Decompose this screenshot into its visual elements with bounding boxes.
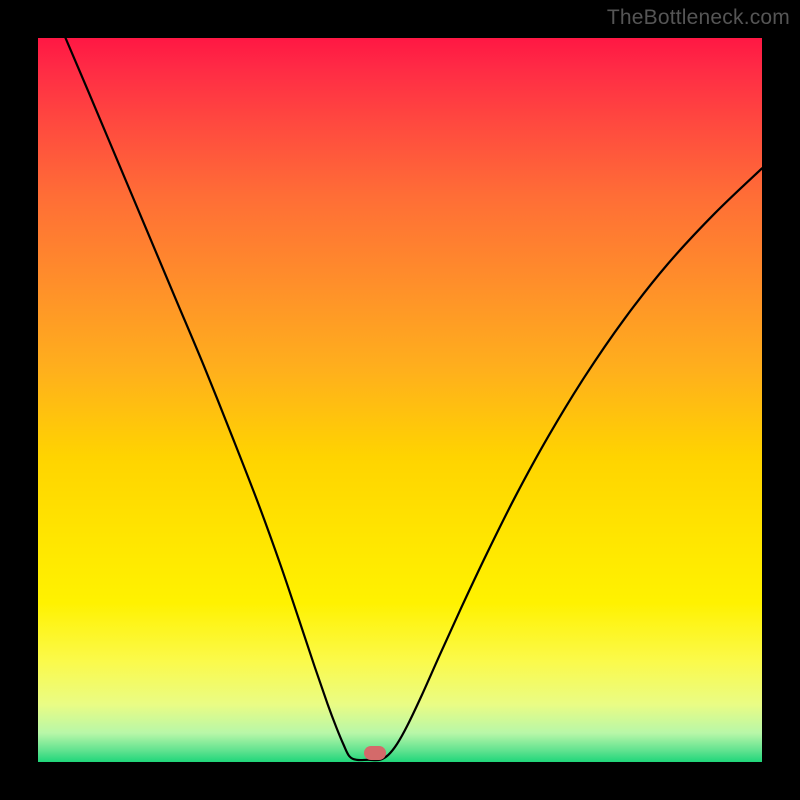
bottleneck-curve xyxy=(38,38,762,762)
watermark-text: TheBottleneck.com xyxy=(607,6,790,30)
bottleneck-marker xyxy=(364,746,386,760)
plot-area xyxy=(38,38,762,762)
chart-container: TheBottleneck.com xyxy=(0,0,800,800)
